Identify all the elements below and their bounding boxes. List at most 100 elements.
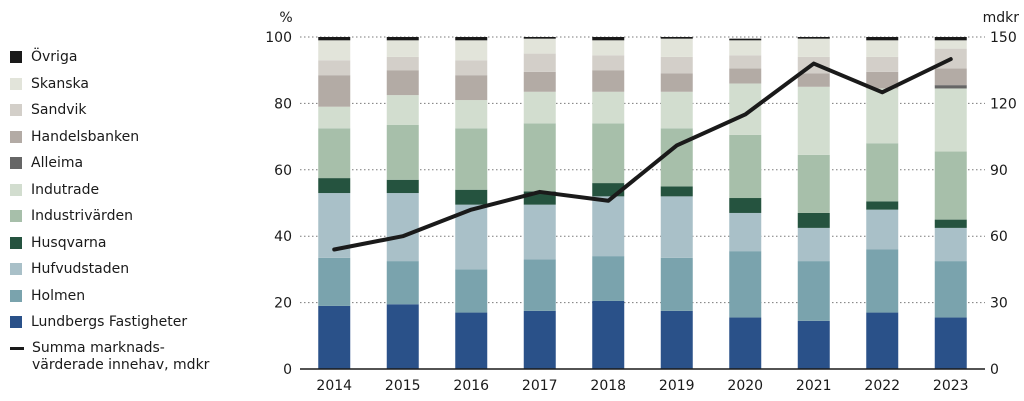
bar-segment-skanska-2019 [660, 38, 693, 57]
bar-segment-handelsbanken-2020 [729, 68, 762, 84]
bar-segment-hufvudstaden-2017 [523, 204, 556, 260]
bar-segment-husqvarna-2023 [934, 219, 967, 228]
bar-segment-hufvudstaden-2020 [729, 212, 762, 252]
y-left-tick-label: 0 [283, 362, 292, 378]
bar-segment-sandvik-2016 [455, 60, 488, 76]
bar-segment-industrivärden-2022 [866, 143, 899, 202]
legend-item-husqvarna: Husqvarna [10, 230, 250, 257]
legend-swatch [10, 263, 22, 276]
bar-segment-handelsbanken-2018 [592, 70, 625, 92]
bar-segment-handelsbanken-2016 [455, 75, 488, 101]
bar-segment-skanska-2015 [386, 40, 419, 57]
bar-segment-husqvarna-2019 [660, 186, 693, 197]
bar-segment-alleima-2023 [934, 85, 967, 89]
legend-label: Industrivärden [31, 208, 133, 225]
legend-item-alleima: Alleima [10, 150, 250, 177]
bar-segment-indutrade-2019 [660, 91, 693, 129]
bar-segment-industrivärden-2016 [455, 128, 488, 190]
legend-item-handelsbanken: Handelsbanken [10, 124, 250, 151]
bar-segment-husqvarna-2020 [729, 198, 762, 213]
legend-swatch [10, 104, 22, 117]
bar-segment-skanska-2017 [523, 38, 556, 54]
bar-segment-hufvudstaden-2019 [660, 196, 693, 258]
y-right-tick-label: 120 [990, 96, 1017, 112]
y-right-tick-label: 150 [990, 30, 1017, 46]
bar-segment-hufvudstaden-2022 [866, 209, 899, 250]
x-tick-label-2018: 2018 [590, 378, 626, 394]
bar-segment-skanska-2020 [729, 40, 762, 56]
bar-segment-indutrade-2015 [386, 95, 419, 125]
bar-segment-holmen-2019 [660, 257, 693, 311]
bar-segment-holmen-2017 [523, 259, 556, 311]
legend-label: Sandvik [31, 102, 87, 119]
total-holdings-line [332, 57, 953, 252]
legend-swatch [10, 236, 22, 249]
bar-segment-lundbergs-fastigheter-2023 [934, 317, 967, 369]
bar-segment-indutrade-2016 [455, 100, 488, 129]
bar-segment-indutrade-2020 [729, 83, 762, 135]
bar-segment-industrivärden-2017 [523, 123, 556, 192]
bar-segment-hufvudstaden-2018 [592, 196, 625, 257]
legend-item-hufvudstaden: Hufvudstaden [10, 256, 250, 283]
legend-swatch [10, 210, 22, 223]
bar-segment-lundbergs-fastigheter-2018 [592, 300, 625, 369]
bar-segment-holmen-2016 [455, 269, 488, 313]
bar-segment-lundbergs-fastigheter-2019 [660, 310, 693, 369]
y-left-tick-label: 80 [274, 96, 292, 112]
bar-segment-handelsbanken-2021 [797, 73, 830, 87]
x-tick-label-2014: 2014 [316, 378, 352, 394]
bar-segment-sandvik-2020 [729, 55, 762, 69]
y-right-tick-label: 0 [990, 362, 999, 378]
bar-segment-industrivärden-2020 [729, 134, 762, 199]
bar-segment-skanska-2023 [934, 40, 967, 49]
legend-swatch [10, 51, 22, 64]
bar-segment-övriga-2015 [386, 37, 419, 41]
bar-segment-hufvudstaden-2023 [934, 227, 967, 262]
legend-item-övriga: Övriga [10, 44, 250, 71]
bar-segment-husqvarna-2022 [866, 201, 899, 210]
legend-swatch [10, 77, 22, 90]
legend-item-holmen: Holmen [10, 283, 250, 310]
legend-label: Husqvarna [31, 234, 107, 251]
bar-segment-hufvudstaden-2021 [797, 227, 830, 262]
bar-segment-handelsbanken-2023 [934, 68, 967, 86]
legend-label: Lundbergs Fastigheter [31, 314, 188, 331]
x-tick-label-2022: 2022 [864, 378, 900, 394]
bar-segment-industrivärden-2023 [934, 151, 967, 220]
y-left-unit-label: % [279, 10, 292, 26]
bar-segment-övriga-2019 [660, 37, 693, 39]
y-right-tick-label: 60 [990, 229, 1008, 245]
legend-label: Handelsbanken [31, 128, 140, 145]
bar-segment-övriga-2017 [523, 37, 556, 39]
bar-segment-indutrade-2018 [592, 91, 625, 124]
bar-segment-skanska-2016 [455, 40, 488, 61]
x-tick-label-2016: 2016 [453, 378, 489, 394]
bar-segment-lundbergs-fastigheter-2017 [523, 310, 556, 369]
legend-swatch [10, 183, 22, 196]
bar-segment-husqvarna-2016 [455, 189, 488, 205]
chart-legend: Övriga Skanska Sandvik Handelsbanken Alleima… [10, 44, 250, 374]
legend-swatch [10, 157, 22, 170]
bar-segment-övriga-2023 [934, 37, 967, 41]
legend-label: Summa marknads-värderade innehav, mdkr [32, 339, 210, 373]
legend-label: Skanska [31, 75, 89, 92]
legend-label: Alleima [31, 155, 84, 172]
bar-segment-sandvik-2022 [866, 56, 899, 72]
x-tick-label-2017: 2017 [522, 378, 558, 394]
bar-segment-sandvik-2014 [318, 60, 351, 76]
legend-item-industrivärden: Industrivärden [10, 203, 250, 230]
bar-segment-övriga-2014 [318, 37, 351, 41]
bar-segment-sandvik-2015 [386, 56, 419, 71]
bar-segment-industrivärden-2018 [592, 123, 625, 184]
y-left-tick-label: 60 [274, 163, 292, 179]
bar-segment-lundbergs-fastigheter-2022 [866, 312, 899, 369]
bar-segment-holmen-2015 [386, 261, 419, 305]
bar-segment-husqvarna-2014 [318, 178, 351, 194]
bar-segment-holmen-2021 [797, 261, 830, 321]
bar-segment-handelsbanken-2019 [660, 73, 693, 92]
bar-segment-industrivärden-2021 [797, 154, 830, 213]
bar-segment-lundbergs-fastigheter-2015 [386, 304, 419, 369]
bar-segment-handelsbanken-2017 [523, 71, 556, 92]
bar-segment-holmen-2014 [318, 257, 351, 306]
